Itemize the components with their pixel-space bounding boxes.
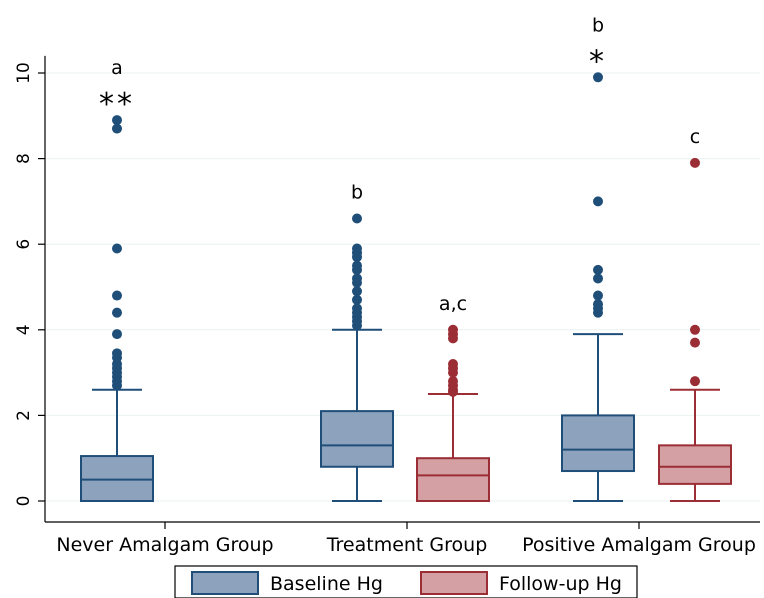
- y-tick-label: 8: [14, 153, 34, 164]
- outlier-point: [690, 376, 700, 387]
- outlier-point: [112, 290, 122, 301]
- legend-label-follow-up: Follow-up Hg: [499, 573, 622, 595]
- legend-swatch-follow-up: [420, 571, 488, 595]
- box-follow-up-hg-positive-amalgam-group: c: [658, 126, 732, 502]
- box-iqr: [561, 414, 635, 473]
- outlier-point: [352, 243, 362, 254]
- box-iqr: [658, 444, 732, 485]
- outlier-point: [352, 303, 362, 314]
- group-letter-annotation: c: [690, 126, 700, 148]
- outlier-point: [112, 115, 122, 126]
- outlier-point: [593, 72, 603, 83]
- outlier-point: [593, 273, 603, 284]
- x-tick-label-treatment-group: Treatment Group: [326, 534, 488, 556]
- legend-label-baseline: Baseline Hg: [270, 573, 383, 595]
- outlier-point: [112, 307, 122, 318]
- box-iqr: [320, 410, 394, 468]
- y-tick-label: 0: [14, 496, 34, 507]
- outlier-point: [352, 260, 362, 271]
- y-tick-label: 6: [14, 239, 34, 250]
- box-baseline-hg-never-amalgam-group: ** a: [80, 57, 154, 502]
- outlier-point: [690, 157, 700, 168]
- x-tick-label-never-amalgam-group: Never Amalgam Group: [56, 534, 273, 556]
- legend-swatch-baseline: [191, 571, 259, 595]
- outlier-point: [112, 348, 122, 359]
- outlier-point: [593, 299, 603, 310]
- significance-marker: *: [589, 44, 607, 79]
- outlier-point: [593, 290, 603, 301]
- outlier-point: [352, 273, 362, 284]
- outlier-point: [593, 196, 603, 207]
- outlier-point: [690, 337, 700, 348]
- outlier-point: [352, 213, 362, 224]
- y-tick-label: 10: [14, 62, 34, 84]
- y-axis: 0 2 4 6 8 10: [14, 55, 46, 522]
- outlier-point: [352, 294, 362, 305]
- box-follow-up-hg-treatment-group: a,c: [416, 293, 490, 503]
- outlier-point: [593, 264, 603, 275]
- group-letter-annotation: b: [592, 14, 604, 36]
- outlier-point: [448, 376, 458, 387]
- outlier-point: [448, 359, 458, 370]
- group-letter-annotation: a,c: [439, 293, 467, 315]
- outlier-point: [352, 286, 362, 297]
- box-iqr: [80, 455, 154, 502]
- gridlines: [45, 72, 760, 502]
- outlier-point: [112, 243, 122, 254]
- box-baseline-hg-treatment-group: b: [320, 182, 394, 502]
- legend: Baseline Hg Follow-up Hg: [174, 565, 638, 598]
- group-letter-annotation: a: [111, 57, 123, 79]
- group-letter-annotation: b: [351, 182, 363, 204]
- outlier-point: [448, 324, 458, 335]
- outlier-point: [112, 329, 122, 340]
- significance-marker: **: [99, 87, 135, 122]
- x-axis: Never Amalgam Group Treatment Group Positi…: [45, 521, 760, 556]
- y-tick-label: 4: [14, 324, 34, 335]
- y-tick-label: 2: [14, 410, 34, 421]
- box-iqr: [416, 457, 490, 503]
- box-series: **ab*ba,cc: [80, 14, 732, 503]
- outlier-point: [690, 324, 700, 335]
- outlier-point: [112, 123, 122, 134]
- box-baseline-hg-positive-amalgam-group: *b: [561, 14, 635, 502]
- x-tick-label-positive-amalgam-group: Positive Amalgam Group: [522, 534, 756, 556]
